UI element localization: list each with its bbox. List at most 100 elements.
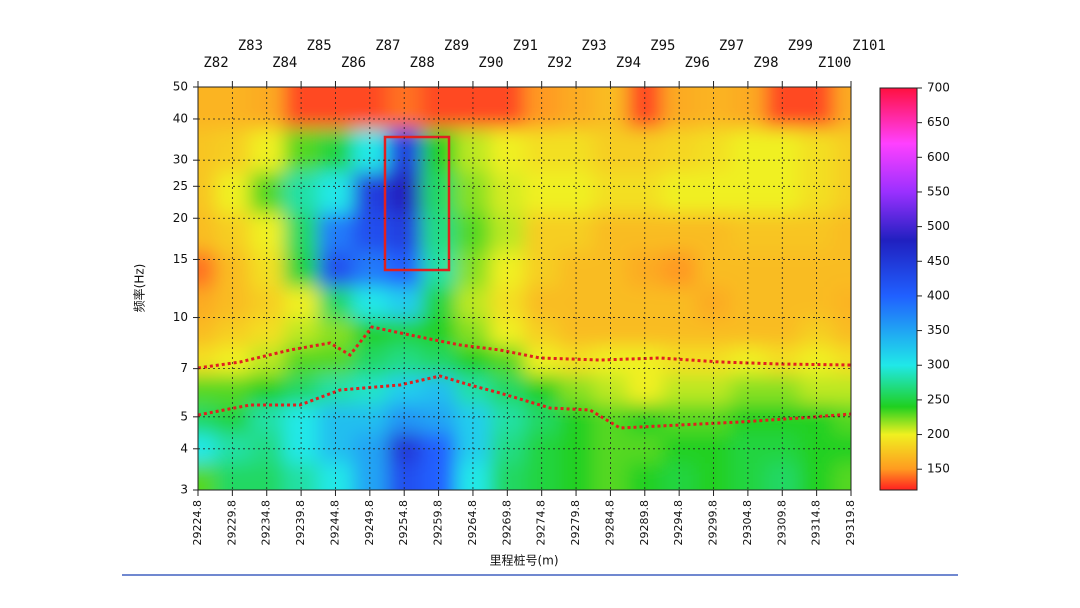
heat-cell	[283, 251, 319, 288]
heat-cell	[283, 128, 319, 173]
heat-cell	[765, 374, 800, 405]
x-axis-label: 里程桩号(m)	[489, 553, 558, 568]
heat-cell	[558, 345, 594, 376]
heat-cell	[318, 128, 354, 173]
heat-cell	[799, 128, 835, 173]
x-tick-label: 29249.8	[363, 500, 376, 546]
heat-cell	[249, 128, 285, 173]
colorbar-tick-label: 550	[927, 184, 950, 198]
heat-cell	[421, 345, 457, 376]
y-tick-label: 5	[180, 409, 188, 423]
heat-cell	[661, 345, 697, 376]
y-tick-label: 20	[173, 211, 188, 225]
heat-cell	[524, 374, 560, 405]
heat-cell	[352, 345, 388, 376]
heat-cell	[198, 171, 216, 214]
colorbar-tick-label: 350	[927, 323, 950, 337]
colorbar-tick-label: 400	[927, 288, 950, 302]
heat-cell	[198, 251, 216, 288]
highlight-box	[383, 135, 451, 272]
x-tick-label: 29229.8	[225, 500, 238, 546]
heat-cell	[524, 128, 560, 173]
heat-cell	[352, 251, 388, 288]
station-label: Z88	[410, 55, 435, 71]
heat-cell	[198, 87, 216, 129]
heat-cell	[833, 251, 851, 288]
station-label: Z87	[375, 38, 400, 54]
heat-cell	[421, 128, 457, 173]
heat-cell	[318, 345, 354, 376]
heat-cell	[249, 345, 285, 376]
heat-cell	[558, 374, 594, 405]
heat-cell	[387, 374, 422, 405]
colorbar-tick-label: 600	[927, 150, 950, 164]
y-axis-label: 频率(Hz)	[132, 264, 147, 313]
heat-cell	[593, 374, 629, 405]
station-label: Z83	[238, 38, 263, 54]
station-label: Z100	[818, 55, 852, 71]
station-label: Z82	[203, 55, 228, 71]
heat-cell	[833, 87, 851, 129]
station-label: Z85	[306, 38, 331, 54]
station-label: Z98	[753, 55, 778, 71]
y-tick-label: 3	[180, 483, 188, 497]
colorbar-tick-label: 450	[927, 254, 950, 268]
boundary-line	[197, 374, 852, 430]
heat-cell	[249, 251, 285, 288]
colorbar	[879, 87, 918, 491]
x-tick-label: 29309.8	[775, 500, 788, 546]
heat-cell	[833, 403, 851, 434]
heat-cell	[198, 432, 216, 464]
station-label: Z86	[341, 55, 366, 71]
y-tick-label: 7	[180, 361, 188, 375]
x-tick-label: 29264.8	[466, 500, 479, 545]
y-tick-label: 4	[180, 441, 188, 455]
heat-cell	[198, 318, 216, 347]
heat-cell	[627, 374, 663, 405]
heat-cell	[730, 128, 766, 173]
heat-cell	[696, 374, 732, 405]
station-label: Z93	[581, 38, 606, 54]
heatmap	[198, 87, 851, 490]
y-tick-label: 15	[173, 252, 188, 266]
heat-cell	[833, 318, 851, 347]
x-tick-label: 29299.8	[707, 500, 720, 546]
heat-cell	[198, 212, 216, 252]
heat-cell	[490, 251, 525, 288]
x-tick-label: 29244.8	[328, 500, 341, 546]
heat-cell	[833, 286, 851, 319]
x-tick-label: 29234.8	[260, 500, 273, 546]
heat-cell	[387, 345, 422, 376]
heat-cell	[215, 345, 251, 376]
station-label: Z95	[650, 38, 675, 54]
heat-cell	[627, 345, 663, 376]
heat-cell	[593, 128, 629, 173]
colorbar-tick-label: 300	[927, 358, 950, 372]
y-tick-label: 10	[173, 310, 188, 324]
heat-cell	[661, 374, 697, 405]
heat-cell	[833, 212, 851, 252]
heat-cell	[696, 345, 732, 376]
station-label: Z99	[788, 38, 813, 54]
heat-cell	[283, 374, 319, 405]
heat-cell	[696, 251, 732, 288]
x-tick-label: 29319.8	[844, 500, 857, 546]
station-label: Z96	[685, 55, 710, 71]
x-tick-label: 29289.8	[638, 500, 651, 546]
heat-cell	[387, 128, 422, 173]
heat-cell	[249, 374, 285, 405]
heat-cell	[558, 251, 594, 288]
colorbar-tick-label: 700	[927, 81, 950, 95]
x-tick-label: 29224.8	[191, 500, 204, 546]
x-tick-label: 29274.8	[535, 500, 548, 546]
x-tick-label: 29314.8	[810, 500, 823, 546]
colorbar-tick-label: 150	[927, 462, 950, 476]
heat-cell	[799, 345, 835, 376]
heat-cell	[455, 345, 491, 376]
heat-cell	[215, 251, 251, 288]
boundary-line	[197, 325, 852, 370]
heat-cell	[215, 128, 251, 173]
heat-cell	[198, 345, 216, 376]
x-tick-label: 29239.8	[294, 500, 307, 546]
